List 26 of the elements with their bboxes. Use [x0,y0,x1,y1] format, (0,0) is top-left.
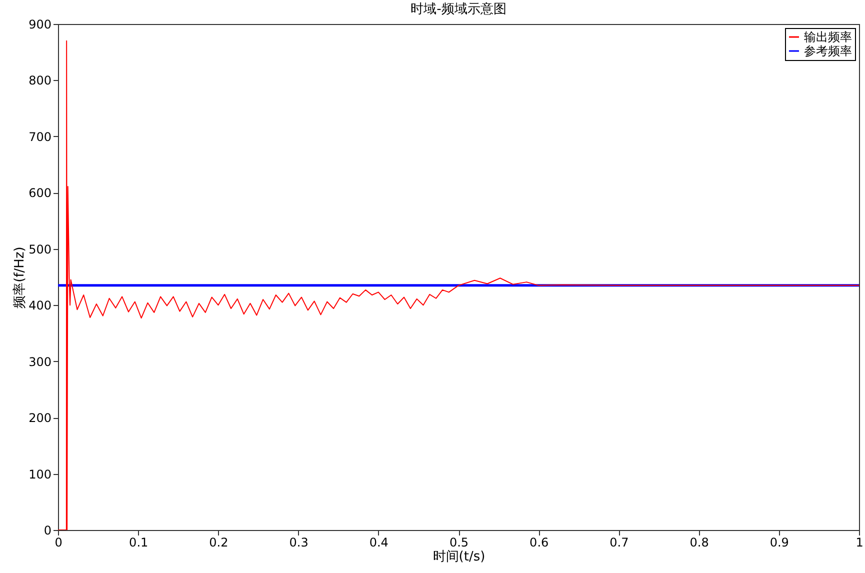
y-tick-label: 0 [44,524,52,538]
y-tick-label: 400 [28,298,52,313]
y-tick-label: 700 [28,130,52,144]
x-tick-label: 1 [856,536,864,550]
x-tick-label: 0.2 [209,536,228,550]
x-tick-label: 0.6 [530,536,549,550]
x-tick-label: 0.7 [610,536,629,550]
y-tick-label: 200 [28,411,52,426]
x-tick-label: 0.9 [770,536,789,550]
y-tick-label: 100 [28,467,52,482]
legend-label: 输出频率 [804,30,852,44]
x-tick-label: 0 [54,536,62,550]
x-tick-label: 0.8 [690,536,709,550]
y-tick-label: 300 [28,354,52,369]
y-tick-label: 800 [28,74,52,88]
y-axis-title: 频率(f/Hz) [12,246,28,308]
y-tick-label: 500 [28,242,52,256]
x-tick-label: 0.1 [129,536,148,550]
x-tick-label: 0.5 [449,536,469,550]
y-tick-label: 600 [28,186,52,200]
chart-title: 时域-频域示意图 [410,2,506,17]
legend-label: 参考频率 [804,44,852,58]
x-axis-title: 时间(t/s) [432,550,486,564]
y-tick-label: 900 [28,18,52,32]
x-tick-label: 0.4 [369,536,388,550]
x-tick-label: 0.3 [289,536,308,550]
